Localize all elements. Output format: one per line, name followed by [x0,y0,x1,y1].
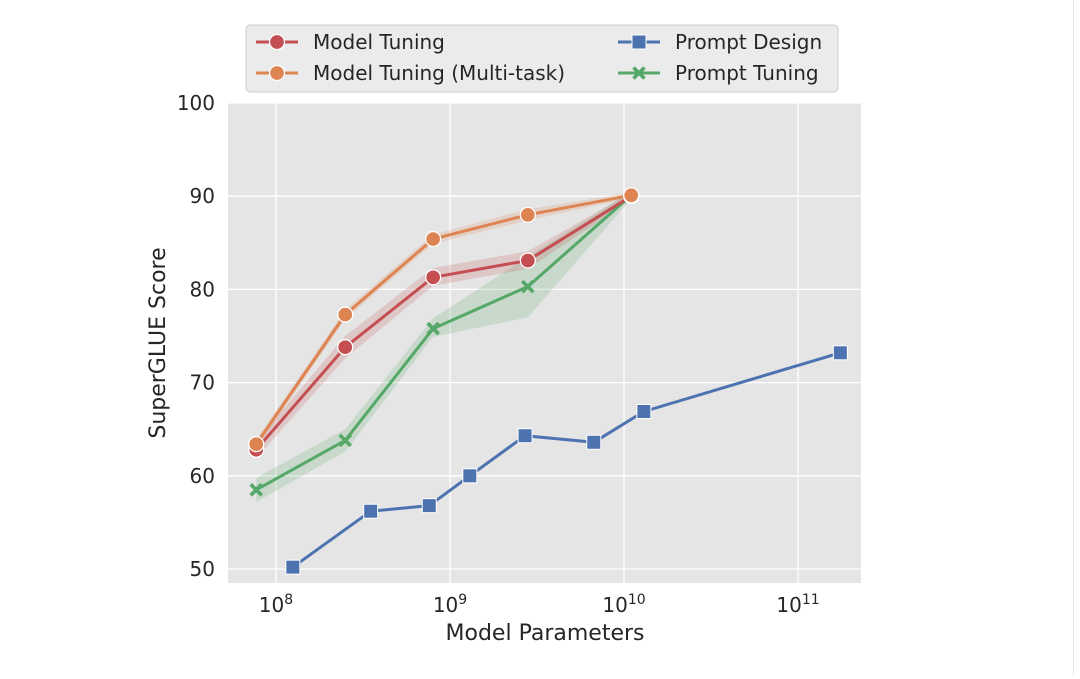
y-tick-label: 90 [190,184,215,208]
x-tick-label: 1011 [776,592,819,617]
y-tick-label: 70 [190,371,215,395]
confidence-bands [256,191,632,502]
model-tuning-point [424,269,442,286]
prompt-design-point [363,503,379,519]
legend-label-model-tuning-multi-task: Model Tuning (Multi-task) [313,61,565,85]
model-tuning-point [519,252,536,269]
legend-marker-prompt-design [631,34,647,50]
x-tick-label: 1010 [602,592,645,617]
model-tuning-multi-task-point [519,206,536,223]
y-axis-label: SuperGLUE Score [146,247,171,438]
prompt-design-point [586,434,602,450]
page-edge-rule [1073,0,1074,675]
model-tuning-multi-task-point [623,187,640,204]
x-tick-label: 109 [433,592,467,617]
series-markers [248,187,848,575]
legend-label-model-tuning: Model Tuning [313,30,445,54]
model-tuning-multi-task-point [337,306,354,323]
plot-background [228,103,861,583]
prompt-tuning-point [521,279,535,294]
legend-label-prompt-design: Prompt Design [675,30,822,54]
legend-marker-prompt-tuning [632,66,646,80]
legend: Model Tuning Model Tuning (Multi-task) Pro… [245,24,839,93]
prompt-tuning-point [426,321,440,336]
y-tick-label: 80 [190,277,215,301]
legend-box [245,24,839,93]
model-tuning-confidence-band [256,192,632,459]
legend-marker-model-tuning [268,33,286,51]
prompt-design-point [462,468,478,484]
y-tick-labels: 50 60 70 80 90 100 [177,91,215,581]
x-axis-label: Model Parameters [446,621,645,646]
model-tuning-multi-task-point [424,230,442,248]
prompt-design-point [517,428,533,444]
prompt-design-point [285,559,301,575]
x-tick-labels: 108 109 1010 1011 [259,592,820,617]
prompt-design-line [291,351,841,569]
prompt-design-point [636,404,652,420]
grid-lines [228,102,861,583]
y-tick-label: 60 [190,464,215,488]
prompt-tuning-confidence-band [256,191,632,502]
y-tick-label: 50 [190,557,215,581]
x-tick-label: 108 [259,592,293,617]
prompt-design-point [421,498,437,514]
prompt-design-point [832,345,848,361]
model-tuning-multi-task-point [248,435,265,453]
legend-label-prompt-tuning: Prompt Tuning [675,61,819,85]
y-tick-label: 100 [177,91,215,115]
prompt-tuning-point [338,433,353,448]
prompt-tuning-point [249,483,264,497]
model-tuning-point [337,339,354,356]
legend-marker-model-tuning-multi-task [268,64,286,82]
